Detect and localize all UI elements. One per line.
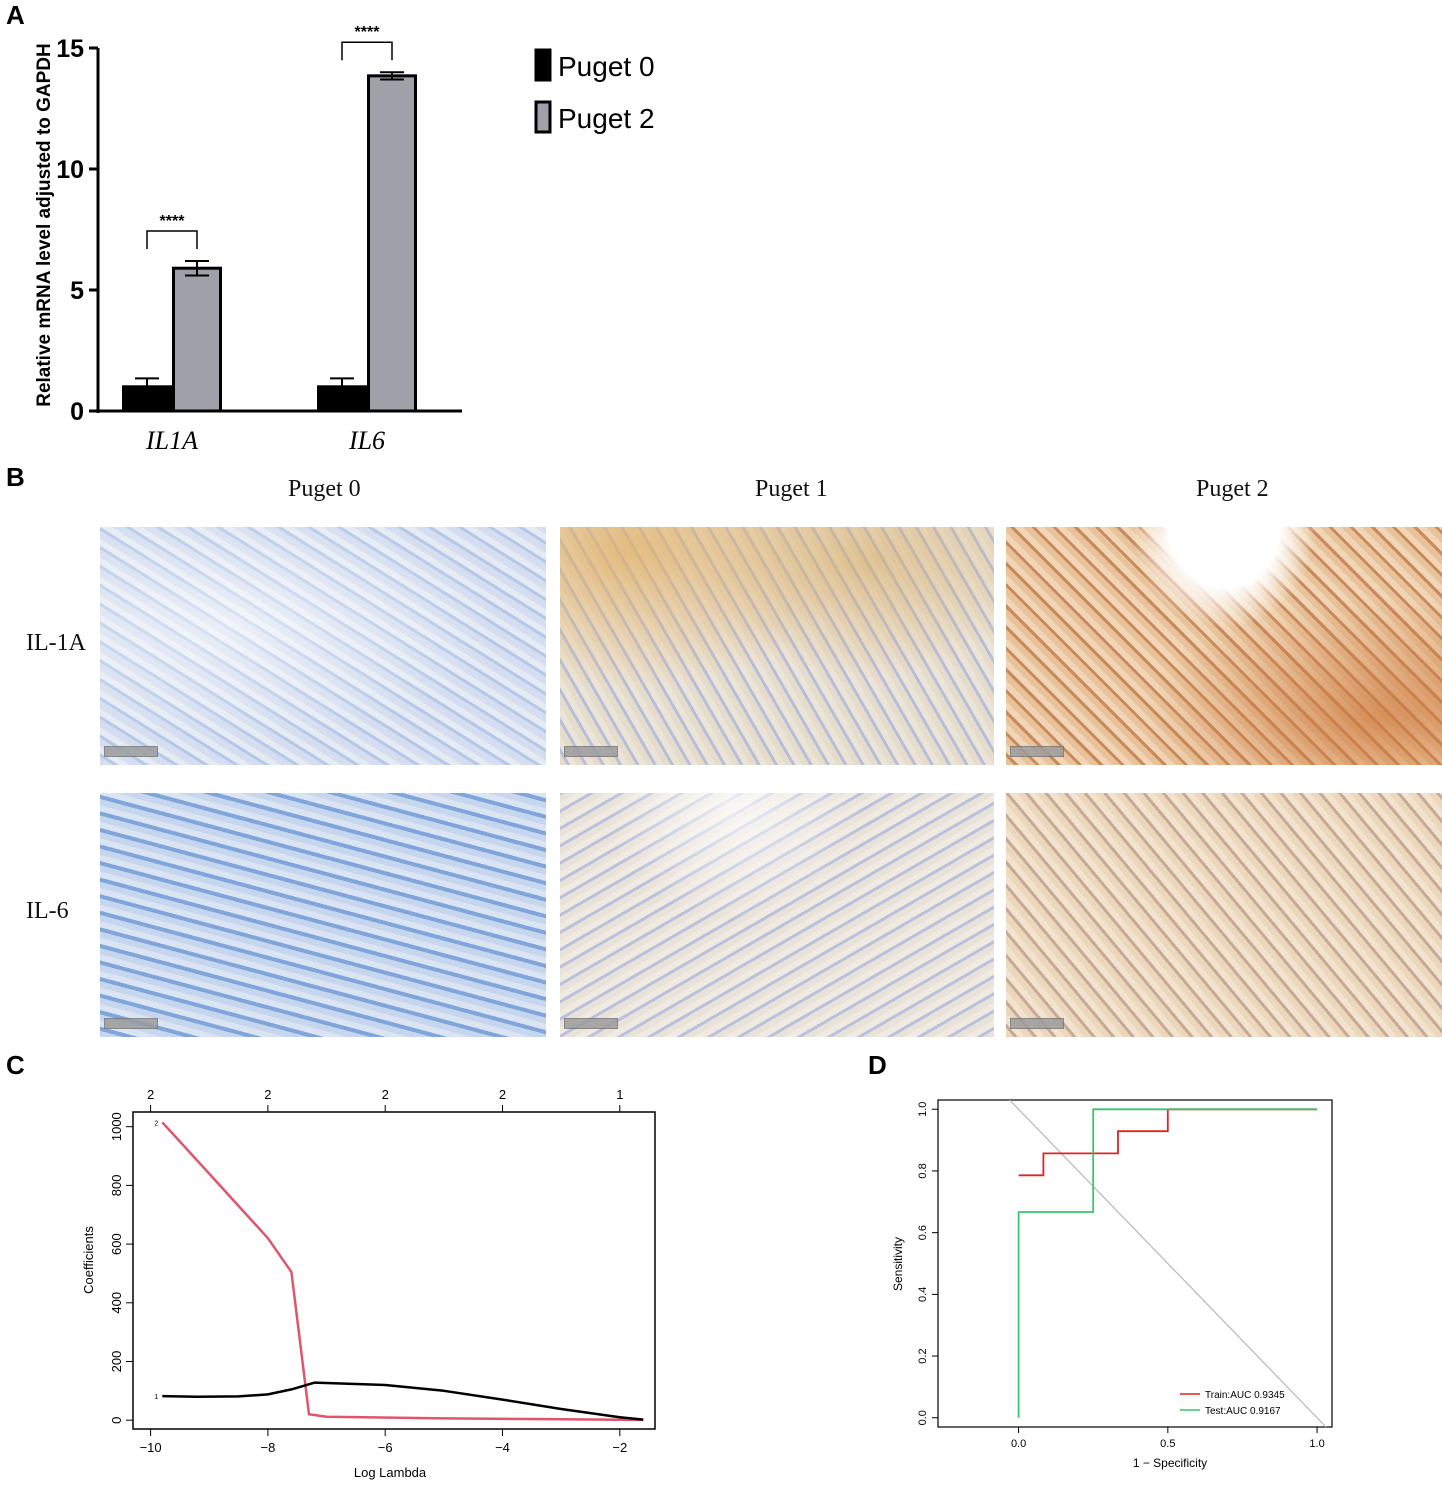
y-tick-label: 15 xyxy=(56,35,84,63)
x-category-label: IL6 xyxy=(348,426,385,455)
plot-frame xyxy=(132,1111,656,1430)
y-tick-label: 0.4 xyxy=(917,1287,929,1302)
significance-bracket xyxy=(146,230,198,249)
y-tick-label: 800 xyxy=(109,1175,124,1197)
y-tick-label: 5 xyxy=(70,277,84,305)
legend-label: Train:AUC 0.9345 xyxy=(1205,1390,1285,1401)
ihc-column-label-2: Puget 2 xyxy=(1196,476,1269,502)
y-axis-label: Coefficients xyxy=(81,1226,96,1294)
x-tick-label: −6 xyxy=(378,1440,393,1455)
y-tick-label: 600 xyxy=(109,1233,124,1255)
panel-letter-d: D xyxy=(868,1050,887,1080)
coefficient-path xyxy=(161,1121,644,1422)
bar xyxy=(367,74,417,413)
y-axis-label: Relative mRNA level adjusted to GAPDH xyxy=(34,43,55,407)
ihc-image-il1a-puget2 xyxy=(1006,527,1442,765)
y-axis-label: Sensitivity xyxy=(891,1237,905,1291)
ihc-row-label-1: IL-6 xyxy=(26,898,69,924)
bar xyxy=(172,266,222,413)
x-tick-label: 0.5 xyxy=(1160,1438,1175,1450)
significance-label: **** xyxy=(355,24,381,41)
bar xyxy=(317,385,367,413)
x-axis-label: 1 − Specificity xyxy=(1133,1456,1207,1470)
legend-label: Puget 2 xyxy=(558,103,655,134)
y-tick-label: 200 xyxy=(109,1351,124,1373)
x-tick-label: −8 xyxy=(260,1440,275,1455)
scale-bar xyxy=(564,1018,618,1029)
significance-label: **** xyxy=(160,213,186,230)
y-tick-label: 1000 xyxy=(109,1112,124,1141)
x-tick-label: −10 xyxy=(140,1440,162,1455)
y-tick-label: 0.0 xyxy=(917,1410,929,1425)
top-tick-label: 2 xyxy=(147,1087,154,1102)
ihc-image-il6-puget0 xyxy=(100,793,546,1037)
coefficient-path xyxy=(162,1381,644,1421)
panel-letter-c: C xyxy=(6,1050,25,1080)
scale-bar xyxy=(1010,1018,1064,1029)
scale-bar xyxy=(104,746,158,757)
legend-swatch xyxy=(534,100,552,134)
y-tick-label: 0.8 xyxy=(917,1163,929,1178)
scale-bar xyxy=(104,1018,158,1029)
plot-frame xyxy=(937,1099,1333,1428)
ihc-image-il1a-puget0 xyxy=(100,527,546,765)
x-tick-label: 1.0 xyxy=(1309,1438,1324,1450)
legend-label: Test:AUC 0.9167 xyxy=(1205,1406,1281,1417)
ihc-column-label-0: Puget 0 xyxy=(288,476,361,502)
top-tick-label: 2 xyxy=(499,1087,506,1102)
ihc-image-il6-puget1 xyxy=(560,793,994,1037)
ihc-column-label-1: Puget 1 xyxy=(755,476,828,502)
x-tick-label: −4 xyxy=(495,1440,510,1455)
x-tick-label: 0.0 xyxy=(1011,1438,1026,1450)
y-tick-label: 0.2 xyxy=(917,1348,929,1363)
roc-curve-plot: Sensitivity 1 − Specificity 0.0 0.5 1.0 0.0… xyxy=(891,1099,1333,1470)
y-tick-label: 1.0 xyxy=(917,1102,929,1117)
scale-bar xyxy=(564,746,618,757)
path-label: 2 xyxy=(154,1120,158,1127)
significance-bracket xyxy=(341,41,393,61)
ihc-row-label-0: IL-1A xyxy=(26,630,86,656)
roc-curve xyxy=(1017,1108,1318,1418)
ihc-image-il6-puget2 xyxy=(1006,793,1442,1037)
legend-label: Puget 0 xyxy=(558,51,655,82)
roc-curve xyxy=(1018,1108,1318,1177)
x-axis-label: Log Lambda xyxy=(354,1465,427,1480)
legend-swatch xyxy=(534,48,552,82)
path-label: 1 xyxy=(154,1394,158,1401)
panel-letter-a: A xyxy=(6,0,25,30)
top-tick-label: 1 xyxy=(616,1087,623,1102)
ihc-image-il1a-puget1 xyxy=(560,527,994,765)
reference-diagonal xyxy=(1009,1099,1327,1428)
y-tick-label: 0 xyxy=(70,398,84,426)
y-tick-label: 0 xyxy=(109,1417,124,1424)
panel-letter-b: B xyxy=(6,462,25,492)
y-tick-label: 400 xyxy=(109,1292,124,1314)
bar-chart-a: Relative mRNA level adjusted to GAPDH 0 5… xyxy=(34,24,655,455)
y-tick-label: 10 xyxy=(56,156,84,184)
scale-bar xyxy=(1010,746,1064,757)
top-tick-label: 2 xyxy=(382,1087,389,1102)
top-tick-label: 2 xyxy=(264,1087,271,1102)
bar xyxy=(122,385,172,413)
x-tick-label: −2 xyxy=(612,1440,627,1455)
lasso-coefficient-plot: Coefficients Log Lambda −10 2 −8 2 −6 2 −4 2 −2 1… xyxy=(81,1087,656,1480)
x-category-label: IL1A xyxy=(145,426,198,455)
y-tick-label: 0.6 xyxy=(917,1225,929,1240)
